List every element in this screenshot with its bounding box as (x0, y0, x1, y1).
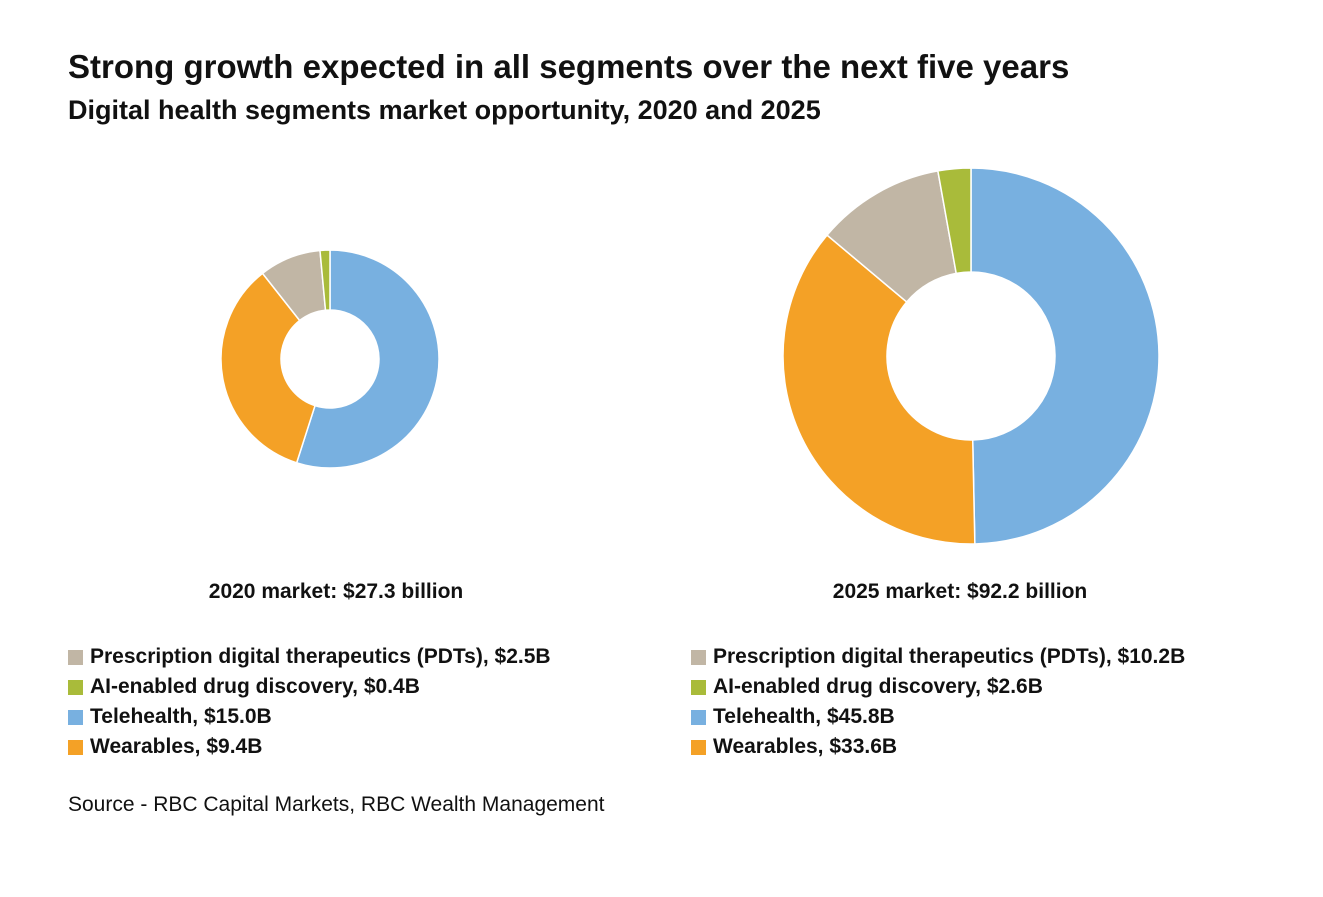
chart-subtitle: Digital health segments market opportuni… (68, 95, 821, 125)
donut-2025 (782, 167, 1160, 545)
legend-2025: Prescription digital therapeutics (PDTs)… (691, 642, 1185, 762)
legend-swatch-ai (691, 679, 706, 695)
legend-label: Telehealth, $45.8B (713, 705, 895, 728)
legend-item-telehealth-2020: Telehealth, $15.0B (68, 702, 551, 732)
legend-item-wearables-2020: Wearables, $9.4B (68, 732, 551, 762)
legend-item-telehealth-2025: Telehealth, $45.8B (691, 702, 1185, 732)
market-total-2020: 2020 market: $27.3 billion (208, 580, 464, 603)
legend-swatch-ai (68, 679, 83, 695)
source-note: Source - RBC Capital Markets, RBC Wealth… (68, 793, 605, 816)
legend-item-ai-2025: AI-enabled drug discovery, $2.6B (691, 672, 1185, 702)
legend-swatch-pdt (68, 649, 83, 665)
slice-wearables-2025 (782, 234, 976, 545)
legend-swatch-telehealth (68, 709, 83, 725)
legend-swatch-pdt (691, 649, 706, 665)
legend-item-ai-2020: AI-enabled drug discovery, $0.4B (68, 672, 551, 702)
legend-item-pdt-2020: Prescription digital therapeutics (PDTs)… (68, 642, 551, 672)
legend-item-wearables-2025: Wearables, $33.6B (691, 732, 1185, 762)
market-total-2025: 2025 market: $92.2 billion (832, 580, 1088, 603)
legend-label: Wearables, $9.4B (90, 735, 263, 758)
chart-title: Strong growth expected in all segments o… (68, 48, 1070, 85)
legend-swatch-wearables (691, 739, 706, 755)
legend-label: Prescription digital therapeutics (PDTs)… (90, 645, 551, 668)
legend-label: AI-enabled drug discovery, $2.6B (713, 675, 1043, 698)
legend-label: AI-enabled drug discovery, $0.4B (90, 675, 420, 698)
slice-wearables-2020 (220, 272, 316, 464)
slice-telehealth-2025 (970, 167, 1160, 545)
legend-swatch-wearables (68, 739, 83, 755)
slice-ai-2020 (319, 249, 331, 312)
slice-ai-2025 (936, 167, 972, 275)
legend-label: Telehealth, $15.0B (90, 705, 272, 728)
donut-2020 (220, 249, 440, 469)
legend-2020: Prescription digital therapeutics (PDTs)… (68, 642, 551, 762)
slice-telehealth-2020 (295, 249, 440, 469)
legend-label: Wearables, $33.6B (713, 735, 898, 758)
legend-label: Prescription digital therapeutics (PDTs)… (713, 645, 1186, 668)
legend-swatch-telehealth (691, 709, 706, 725)
legend-item-pdt-2025: Prescription digital therapeutics (PDTs)… (691, 642, 1185, 672)
